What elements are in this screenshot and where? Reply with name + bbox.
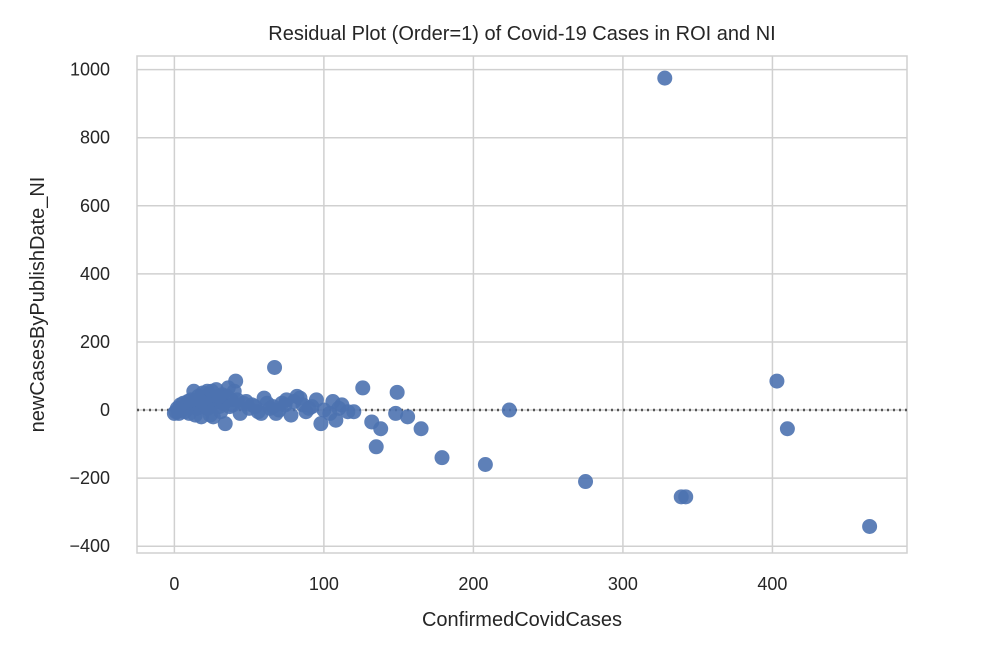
- data-point: [193, 394, 209, 410]
- data-points: [166, 70, 878, 534]
- data-point: [166, 405, 182, 421]
- data-point: [657, 70, 673, 86]
- x-tick-label: 400: [757, 574, 787, 594]
- y-tick-label: 400: [80, 264, 110, 284]
- y-tick-label: 800: [80, 128, 110, 148]
- data-point: [389, 384, 405, 400]
- x-tick-labels: 0 100 200 300 400: [169, 574, 787, 594]
- data-point: [355, 380, 371, 396]
- x-tick-label: 100: [309, 574, 339, 594]
- data-point: [434, 450, 450, 466]
- x-tick-label: 0: [169, 574, 179, 594]
- y-tick-labels: −400 −200 0 200 400 600 800 1000: [69, 60, 110, 557]
- data-point: [678, 489, 694, 505]
- data-point: [340, 404, 356, 420]
- data-point: [217, 416, 233, 432]
- data-point: [413, 421, 429, 437]
- data-point: [368, 439, 384, 455]
- y-tick-label: 200: [80, 332, 110, 352]
- x-axis-label: ConfirmedCovidCases: [422, 609, 622, 631]
- data-point: [388, 405, 404, 421]
- plot-frame: [136, 55, 908, 554]
- x-tick-label: 300: [608, 574, 638, 594]
- y-tick-label: −200: [69, 468, 110, 488]
- grid: [137, 56, 907, 553]
- data-point: [313, 416, 329, 432]
- y-tick-label: 600: [80, 196, 110, 216]
- y-tick-label: 1000: [70, 60, 110, 80]
- data-point: [211, 388, 227, 404]
- data-point: [779, 421, 795, 437]
- y-tick-label: −400: [69, 536, 110, 556]
- data-point: [304, 399, 320, 415]
- data-point: [267, 359, 283, 375]
- data-point: [501, 402, 517, 418]
- data-point: [862, 518, 878, 534]
- data-point: [373, 421, 389, 437]
- chart-title: Residual Plot (Order=1) of Covid-19 Case…: [268, 23, 775, 45]
- y-tick-label: 0: [100, 400, 110, 420]
- data-point: [578, 474, 594, 490]
- data-point: [292, 390, 308, 406]
- x-tick-label: 200: [458, 574, 488, 594]
- y-axis-label: newCasesByPublishDate_NI: [27, 177, 49, 433]
- data-point: [400, 409, 416, 425]
- data-point: [477, 456, 493, 472]
- data-point: [769, 373, 785, 389]
